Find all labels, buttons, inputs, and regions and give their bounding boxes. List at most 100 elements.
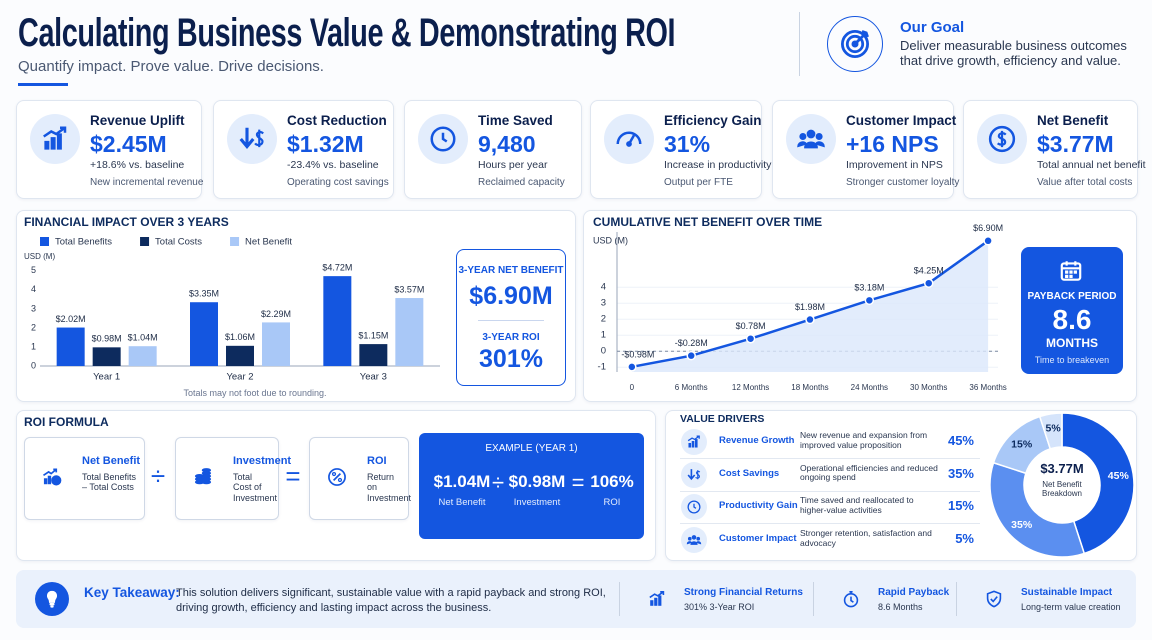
subtitle: Quantify impact. Prove value. Drive deci… xyxy=(18,58,324,75)
icon xyxy=(186,460,220,494)
icon-part xyxy=(849,591,854,603)
x-tick-label: 6 Months xyxy=(675,383,708,392)
y-tick-label: 3 xyxy=(31,303,36,313)
term-name: Investment xyxy=(233,455,292,467)
data-label: $1.06M xyxy=(225,332,255,342)
icon-part xyxy=(687,468,696,480)
kpi-note: Output per FTE xyxy=(664,177,733,188)
driver-name: Revenue Growth xyxy=(719,435,795,446)
icon xyxy=(30,114,80,164)
takeaway-bar xyxy=(16,570,1136,628)
kpi-note: Stronger customer loyalty xyxy=(846,177,960,188)
example-box xyxy=(419,433,644,539)
icon-part xyxy=(786,114,836,164)
icon-part xyxy=(441,132,448,143)
kpi-value: $2.45M xyxy=(90,131,167,157)
y-tick-label: 5 xyxy=(31,265,36,275)
section-title: VALUE DRIVERS xyxy=(680,413,765,425)
data-label: $1.15M xyxy=(358,330,388,340)
data-label: $2.29M xyxy=(261,309,291,319)
data-label: $0.78M xyxy=(736,321,766,331)
icon-part xyxy=(201,468,212,473)
bar xyxy=(190,302,218,366)
x-tick-label: 0 xyxy=(630,383,635,392)
kpi-title: Efficiency Gain xyxy=(664,113,762,128)
driver-pct: 45% xyxy=(947,433,974,448)
section-title: ROI FORMULA xyxy=(24,415,109,429)
point xyxy=(745,333,756,344)
icon-part xyxy=(626,141,632,147)
kpi-detail: Increase in productivity xyxy=(664,159,772,171)
y-tick-label: 3 xyxy=(601,298,606,309)
icon-part xyxy=(691,441,695,448)
line-chart: USD (M) -1 0 1 2 3 4 0 6 Months 12 Months 18 Month… xyxy=(593,223,1007,392)
icon xyxy=(681,494,707,521)
icon-part xyxy=(687,468,701,480)
pie-center-value: $3.77M xyxy=(1040,461,1084,476)
icon-part xyxy=(1073,270,1077,274)
example-value: 106% xyxy=(590,472,634,491)
data-label: $1.98M xyxy=(795,302,825,312)
point xyxy=(627,362,637,372)
icon xyxy=(681,527,707,554)
icon-part xyxy=(687,500,701,514)
takeaway-item-detail: 301% 3-Year ROI xyxy=(684,602,755,612)
term-desc: Total Benefits – Total Costs xyxy=(82,472,137,493)
icon-part xyxy=(695,469,701,479)
example-value: $0.98M xyxy=(508,472,566,491)
summary-label: 3-YEAR ROI xyxy=(482,332,540,343)
bar xyxy=(128,346,157,366)
legend-swatch xyxy=(40,237,49,246)
icon-part xyxy=(616,131,642,145)
takeaway-label: Key Takeaway: xyxy=(84,585,180,600)
x-tick-label: Year 1 xyxy=(93,372,120,383)
icon-part xyxy=(51,475,62,486)
icon-part xyxy=(687,435,700,442)
kpi-value: $1.32M xyxy=(287,131,364,157)
slice-label: 35% xyxy=(1011,519,1033,531)
x-tick-label: 12 Months xyxy=(732,383,769,392)
x-tick-label: Year 3 xyxy=(360,372,387,383)
operator: = xyxy=(571,470,585,495)
icon-part xyxy=(988,125,1016,153)
kpi-detail: -23.4% vs. baseline xyxy=(287,159,379,171)
donut-chart: 45% 35% 15% 5% xyxy=(989,412,1135,558)
takeaway-text: This solution delivers significant, sust… xyxy=(176,587,606,614)
legend-label: Net Benefit xyxy=(245,237,292,248)
icon-part xyxy=(1065,274,1069,279)
section-title: CUMULATIVE NET BENEFIT OVER TIME xyxy=(593,215,823,229)
data-label: $3.18M xyxy=(854,283,884,293)
x-tick-label: Year 2 xyxy=(226,372,253,383)
icon-part xyxy=(47,590,57,608)
point xyxy=(686,350,696,361)
icon xyxy=(35,582,69,616)
bar xyxy=(226,345,254,366)
term-desc: Total Cost of Investment xyxy=(233,472,278,503)
icon-part xyxy=(1069,270,1073,274)
icon-part xyxy=(50,605,54,608)
data-label: $4.72M xyxy=(322,263,352,273)
data-label: $2.02M xyxy=(56,314,86,324)
icon-part xyxy=(815,132,823,140)
icon xyxy=(227,114,277,164)
y-axis-label: USD (M) xyxy=(24,252,55,261)
slice-label: 15% xyxy=(1011,438,1033,450)
icon-part xyxy=(986,590,1002,608)
point xyxy=(923,278,934,288)
example-label: ROI xyxy=(603,497,621,508)
kpi-title: Time Saved xyxy=(478,113,553,128)
driver-name: Cost Savings xyxy=(719,467,780,479)
data-label: -$0.28M xyxy=(675,338,708,348)
icon-part xyxy=(239,127,255,149)
donut-slice xyxy=(1038,412,1063,450)
data-label: $3.35M xyxy=(189,289,219,299)
icon-part xyxy=(430,126,456,152)
driver-desc: Stronger retention, satisfaction and adv… xyxy=(800,528,932,548)
divider xyxy=(813,582,814,616)
icon-part xyxy=(691,535,697,540)
row-divider xyxy=(680,490,980,492)
icon xyxy=(986,590,1002,608)
kpi-detail: +18.6% vs. baseline xyxy=(90,159,185,171)
goal-title: Our Goal xyxy=(900,19,965,36)
title-underline xyxy=(18,83,68,86)
